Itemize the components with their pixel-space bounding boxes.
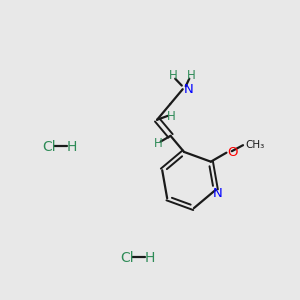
Text: Cl: Cl	[42, 140, 56, 154]
Text: H: H	[167, 110, 175, 123]
Text: H: H	[66, 140, 76, 154]
Text: H: H	[169, 69, 178, 82]
Text: N: N	[213, 187, 223, 200]
Text: H: H	[187, 69, 196, 82]
Text: H: H	[154, 136, 163, 149]
Text: N: N	[183, 83, 193, 96]
Text: CH₃: CH₃	[245, 140, 264, 150]
Text: O: O	[228, 146, 238, 159]
Text: H: H	[144, 251, 154, 265]
Text: Cl: Cl	[120, 251, 134, 265]
